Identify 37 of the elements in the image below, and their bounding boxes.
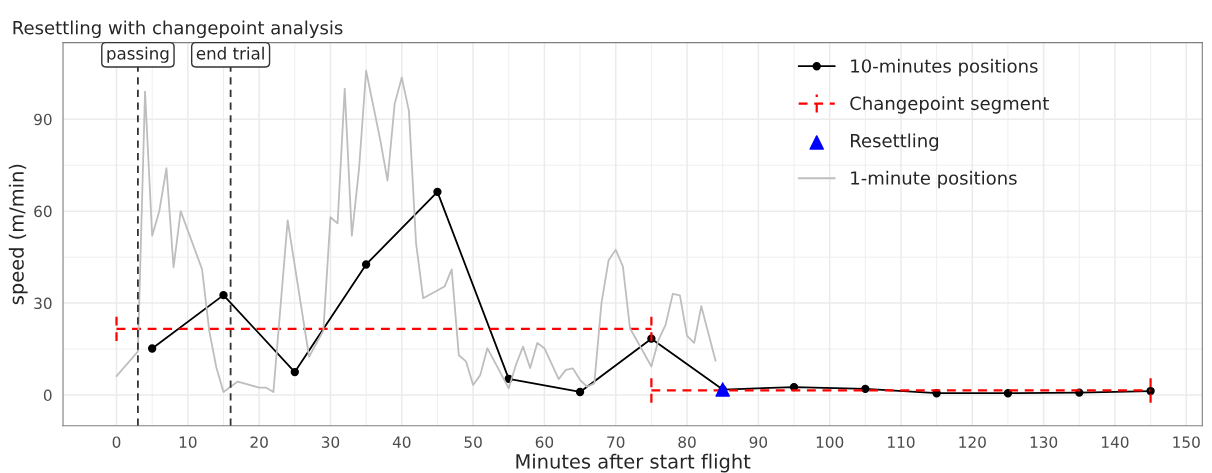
y-tick-label: 90 [34,113,52,126]
x-tick-label: 130 [1030,436,1058,448]
x-tick-label: 70 [607,436,625,448]
x-tick-label: 60 [535,436,554,448]
x-tick-label: 30 [321,436,340,448]
x-tick-label: 50 [464,436,482,448]
legend-label: 10-minutes positions [851,58,1038,77]
point [148,344,157,353]
x-tick-label: 110 [888,436,915,448]
legend-label: Resettling [851,133,939,151]
x-axis-title: Minutes after start flight [516,453,751,473]
point [861,384,870,394]
point [290,367,299,377]
y-tick-label: 0 [43,389,52,402]
line-series [115,69,717,393]
ref-line-label: passing [107,46,169,63]
point [361,260,371,269]
x-tick-label: 80 [678,436,696,448]
point [575,387,585,397]
x-tick-label: 90 [749,436,768,448]
point [433,187,442,197]
x-tick-label: 150 [1173,436,1200,448]
x-tick-label: 120 [959,436,986,448]
chart-title: Resettling with changepoint analysis [13,20,343,38]
x-tick-label: 140 [1102,436,1129,448]
y-axis-title: speed (m/min) [8,164,28,305]
point [219,290,228,300]
y-tick-label: 30 [34,297,52,310]
x-tick-label: 0 [112,436,121,448]
x-tick-label: 10 [179,436,197,448]
x-tick-label: 100 [816,436,844,448]
legend-label: Changepoint segment [850,96,1049,114]
legend-label: 1-minute positions [851,170,1017,189]
ref-line-label: end trial [196,46,264,60]
x-tick-label: 40 [392,436,411,448]
y-tick-label: 60 [34,205,52,218]
x-tick-label: 20 [250,436,268,448]
